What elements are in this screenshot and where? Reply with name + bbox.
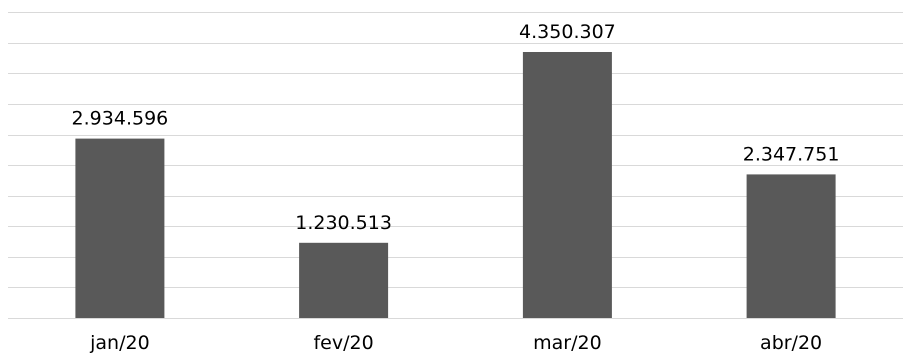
x-axis-tick-labels: jan/20 fev/20 mar/20 abr/20 bbox=[89, 332, 822, 354]
bars bbox=[75, 52, 836, 318]
x-tick-label: jan/20 bbox=[89, 332, 150, 354]
bar-abr-20 bbox=[746, 174, 836, 318]
data-label: 2.347.751 bbox=[743, 143, 840, 165]
bar-jan-20 bbox=[75, 138, 165, 318]
x-tick-label: mar/20 bbox=[533, 332, 602, 354]
bar-mar-20 bbox=[522, 52, 612, 318]
data-labels: 2.934.596 1.230.513 4.350.307 2.347.751 bbox=[72, 21, 840, 234]
data-label: 4.350.307 bbox=[519, 21, 616, 43]
data-label: 2.934.596 bbox=[72, 108, 169, 130]
data-label: 1.230.513 bbox=[295, 212, 392, 234]
x-tick-label: fev/20 bbox=[313, 332, 373, 354]
x-tick-label: abr/20 bbox=[760, 332, 822, 354]
bar-fev-20 bbox=[299, 242, 389, 318]
